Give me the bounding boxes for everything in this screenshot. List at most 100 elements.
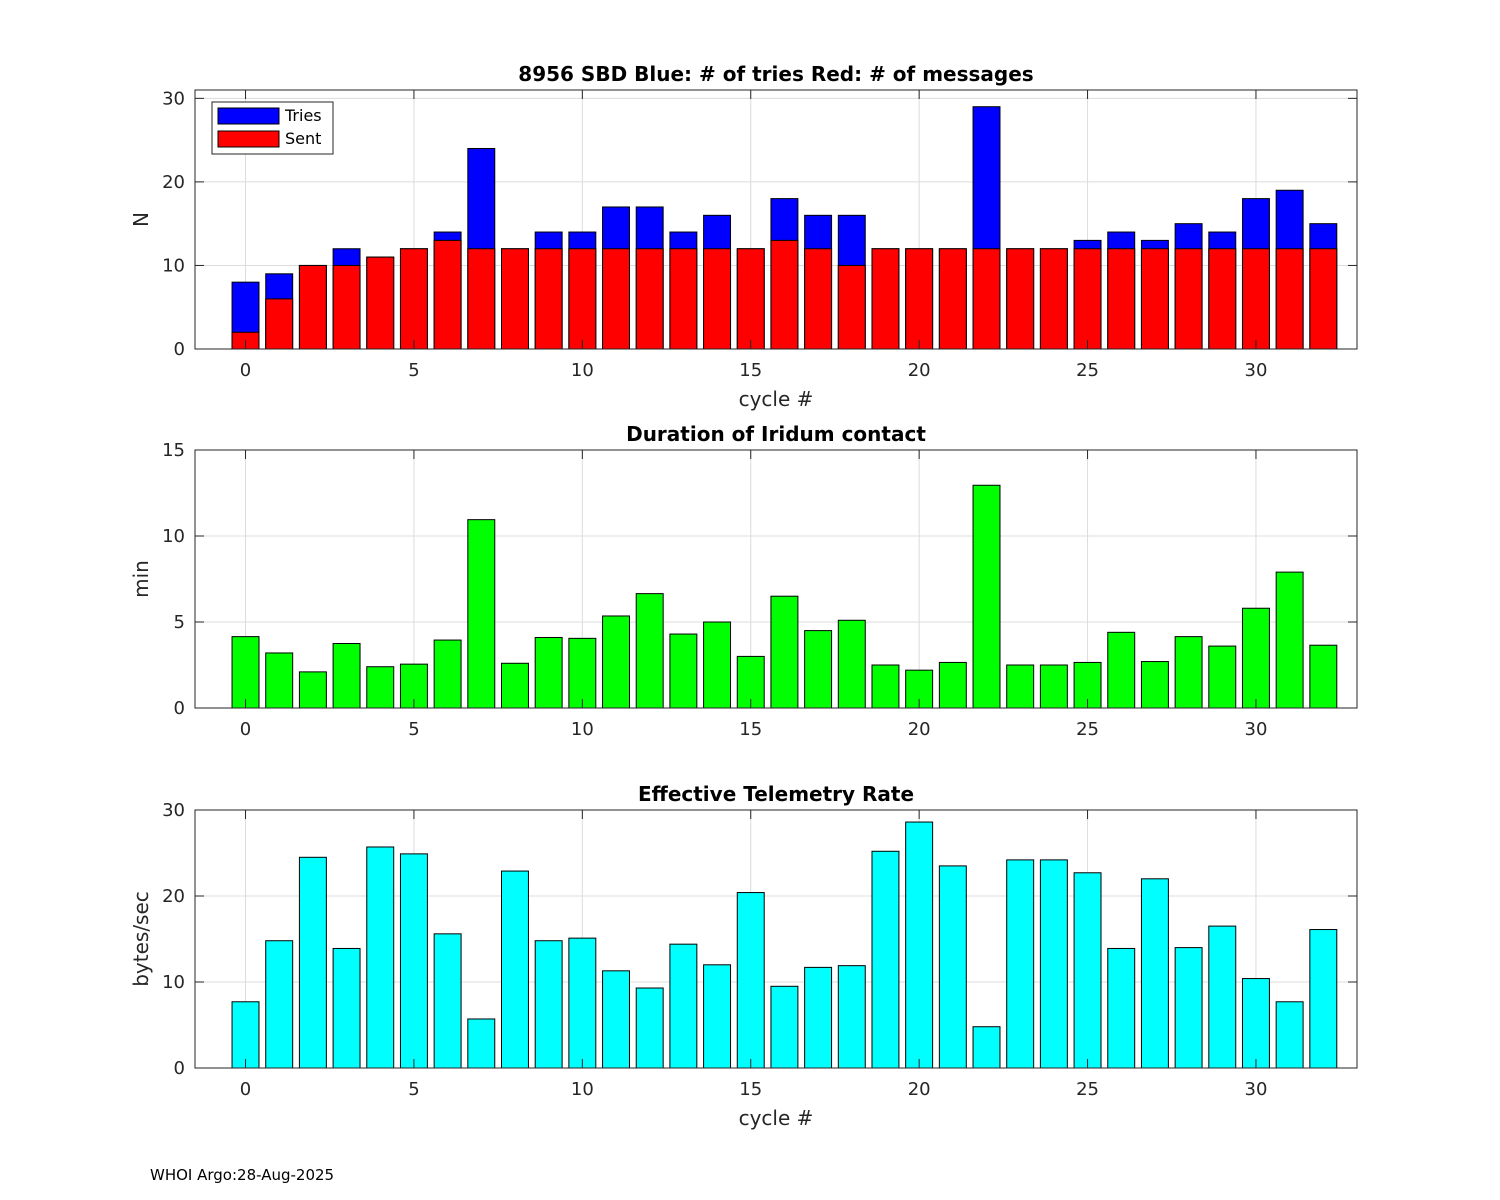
x-tick-label: 15 xyxy=(739,1079,762,1100)
bar-duration-29 xyxy=(1208,645,1237,709)
bar-sent-9 xyxy=(534,248,563,350)
bar-duration-7 xyxy=(467,519,496,709)
bar-rate-30 xyxy=(1241,978,1270,1069)
footer-text: WHOI Argo:28-Aug-2025 xyxy=(150,1166,335,1184)
x-tick-label: 5 xyxy=(408,1079,419,1100)
x-tick-label: 25 xyxy=(1076,360,1099,381)
bar-rate-17 xyxy=(804,966,833,1069)
x-tick-label: 20 xyxy=(908,360,931,381)
legend-swatch-sent xyxy=(217,130,280,148)
bar-duration-21 xyxy=(938,661,967,709)
x-tick-label: 20 xyxy=(908,1079,931,1100)
bar-rate-4 xyxy=(366,846,395,1069)
bar-sent-6 xyxy=(433,239,462,350)
y-axis-label: bytes/sec xyxy=(129,891,153,987)
bar-rate-2 xyxy=(298,856,327,1069)
bar-rate-27 xyxy=(1140,878,1169,1069)
chart-1: 0 5 10 15 20 25 30 0 10 20 30 8956 SBD Blue: # of t… xyxy=(129,62,1358,411)
bar-duration-30 xyxy=(1241,607,1270,709)
bar-duration-2 xyxy=(298,671,327,709)
bar-duration-16 xyxy=(770,595,799,709)
x-axis-label: cycle # xyxy=(739,387,814,411)
bar-sent-15 xyxy=(736,248,765,350)
x-tick-label: 15 xyxy=(739,719,762,740)
bar-duration-1 xyxy=(265,652,294,709)
bar-sent-11 xyxy=(602,248,630,350)
x-tick-label: 15 xyxy=(739,360,762,381)
bar-rate-21 xyxy=(938,865,967,1069)
x-tick-label: 5 xyxy=(408,360,419,381)
bar-rate-12 xyxy=(635,987,664,1069)
bar-rate-6 xyxy=(433,933,462,1069)
bar-rate-7 xyxy=(467,1018,496,1069)
bar-sent-4 xyxy=(366,256,395,350)
bar-duration-24 xyxy=(1039,664,1068,709)
y-tick-label: 30 xyxy=(162,800,185,821)
y-tick-label: 5 xyxy=(174,612,185,633)
bar-sent-26 xyxy=(1107,248,1136,350)
legend: Tries Sent xyxy=(211,101,334,155)
bar-rate-29 xyxy=(1208,925,1237,1069)
bar-rate-23 xyxy=(1006,859,1035,1069)
x-tick-label: 0 xyxy=(240,719,251,740)
bar-rate-8 xyxy=(500,870,529,1069)
bar-sent-16 xyxy=(770,239,799,350)
bar-sent-3 xyxy=(332,264,361,350)
bar-sent-8 xyxy=(500,248,529,350)
bar-rate-25 xyxy=(1073,872,1102,1069)
bar-sent-28 xyxy=(1174,248,1203,350)
bar-rate-28 xyxy=(1174,947,1203,1069)
bar-sent-10 xyxy=(568,248,597,350)
y-tick-label: 10 xyxy=(162,526,185,547)
legend-label-sent: Sent xyxy=(285,129,321,148)
bar-rate-10 xyxy=(568,937,597,1069)
bar-duration-31 xyxy=(1275,571,1304,709)
bar-rate-9 xyxy=(534,940,563,1069)
bar-duration-19 xyxy=(871,664,900,709)
bar-rate-1 xyxy=(265,940,294,1069)
bar-rate-16 xyxy=(770,985,799,1069)
bar-rate-19 xyxy=(871,850,900,1069)
x-tick-label: 25 xyxy=(1076,719,1099,740)
bar-rate-15 xyxy=(736,892,765,1069)
bar-sent-2 xyxy=(298,264,327,350)
y-axis-label: N xyxy=(129,212,153,227)
bar-duration-8 xyxy=(500,662,529,709)
chart-title: Effective Telemetry Rate xyxy=(638,782,914,806)
legend-label-tries: Tries xyxy=(284,106,322,125)
bar-rate-0 xyxy=(231,1001,260,1069)
bar-sent-13 xyxy=(669,248,698,350)
bar-rate-13 xyxy=(669,943,698,1069)
chart-2: 0 5 10 15 20 25 30 0 5 10 15 Duration of Iridum con… xyxy=(129,422,1358,740)
bar-sent-30 xyxy=(1241,248,1270,350)
bar-rate-11 xyxy=(602,970,630,1069)
bar-duration-13 xyxy=(669,633,698,709)
chart-title: Duration of Iridum contact xyxy=(626,422,926,446)
y-tick-label: 30 xyxy=(162,88,185,109)
bar-duration-11 xyxy=(602,615,630,709)
bar-duration-32 xyxy=(1309,644,1338,709)
bar-sent-24 xyxy=(1039,248,1068,350)
x-axis-label: cycle # xyxy=(739,1106,814,1130)
bar-duration-14 xyxy=(703,621,732,709)
y-tick-label: 15 xyxy=(162,440,185,461)
bar-sent-32 xyxy=(1309,248,1338,350)
axes-box xyxy=(194,89,1358,350)
bar-rate-14 xyxy=(703,964,732,1069)
bar-duration-28 xyxy=(1174,636,1203,709)
bar-sent-21 xyxy=(938,248,967,350)
bar-sent-29 xyxy=(1208,248,1237,350)
y-tick-label: 0 xyxy=(174,1058,185,1079)
x-tick-label: 5 xyxy=(408,719,419,740)
legend-swatch-tries xyxy=(217,107,280,125)
bar-sent-20 xyxy=(905,248,934,350)
x-tick-label: 0 xyxy=(240,360,251,381)
x-tick-label: 30 xyxy=(1245,719,1268,740)
bar-sent-17 xyxy=(804,248,833,350)
x-tick-label: 10 xyxy=(571,360,594,381)
bar-sent-22 xyxy=(972,248,1001,350)
bar-duration-0 xyxy=(231,636,260,709)
bar-rate-18 xyxy=(837,965,866,1069)
y-tick-label: 10 xyxy=(162,972,185,993)
bar-duration-10 xyxy=(568,637,597,709)
